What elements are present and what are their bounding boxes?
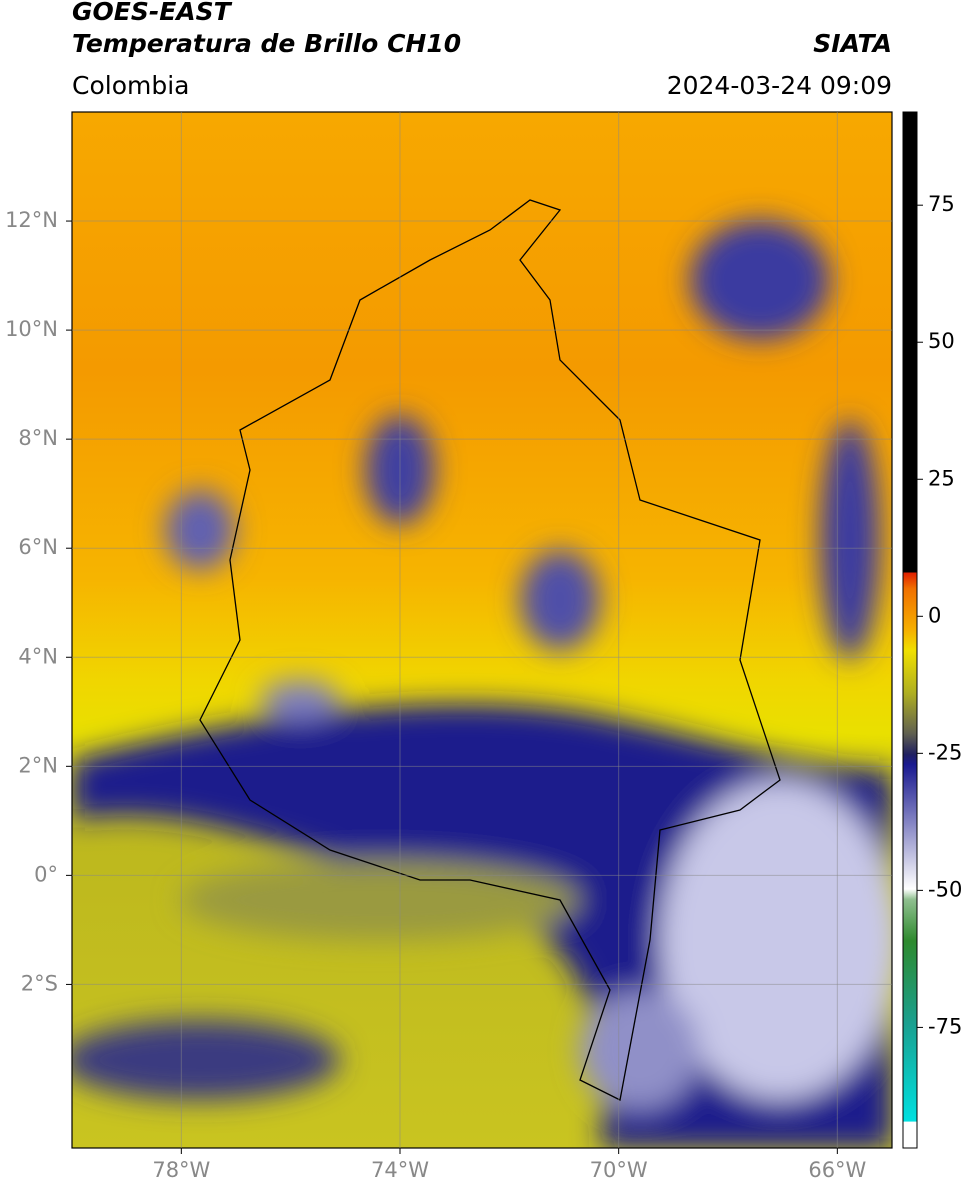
colorbar-tick-label: 0	[928, 603, 941, 627]
x-tick-label: 78°W	[152, 1158, 210, 1182]
source: SIATA	[813, 29, 892, 58]
y-tick-label: 0°	[34, 862, 58, 886]
y-tick-label: 4°N	[18, 644, 58, 668]
colorbar-tick-label: -50	[928, 877, 962, 901]
y-tick-label: 12°N	[5, 208, 58, 232]
colorbar	[902, 111, 918, 1149]
y-tick-label: 10°N	[5, 317, 58, 341]
x-tick-label: 74°W	[371, 1158, 429, 1182]
y-tick-label: 2°N	[18, 753, 58, 777]
colorbar-tick-label: 75	[928, 192, 955, 216]
y-tick-label: 2°S	[21, 971, 58, 995]
x-tick-label: 70°W	[590, 1158, 648, 1182]
x-tick-label: 66°W	[808, 1158, 866, 1182]
map-frame	[71, 111, 893, 1149]
y-tick-label: 8°N	[18, 426, 58, 450]
title: GOES-EAST	[72, 0, 233, 26]
subtitle: Temperatura de Brillo CH10	[72, 29, 461, 58]
region: Colombia	[72, 71, 189, 100]
colorbar-tick-label: 50	[928, 329, 955, 353]
colorbar-tick-label: -75	[928, 1014, 962, 1038]
colorbar-tick-label: -25	[928, 740, 962, 764]
timestamp: 2024-03-24 09:09	[667, 71, 892, 100]
colorbar-tick-label: 25	[928, 466, 955, 490]
graticule	[72, 112, 892, 1148]
satellite-image	[72, 112, 892, 1148]
y-tick-label: 6°N	[18, 535, 58, 559]
